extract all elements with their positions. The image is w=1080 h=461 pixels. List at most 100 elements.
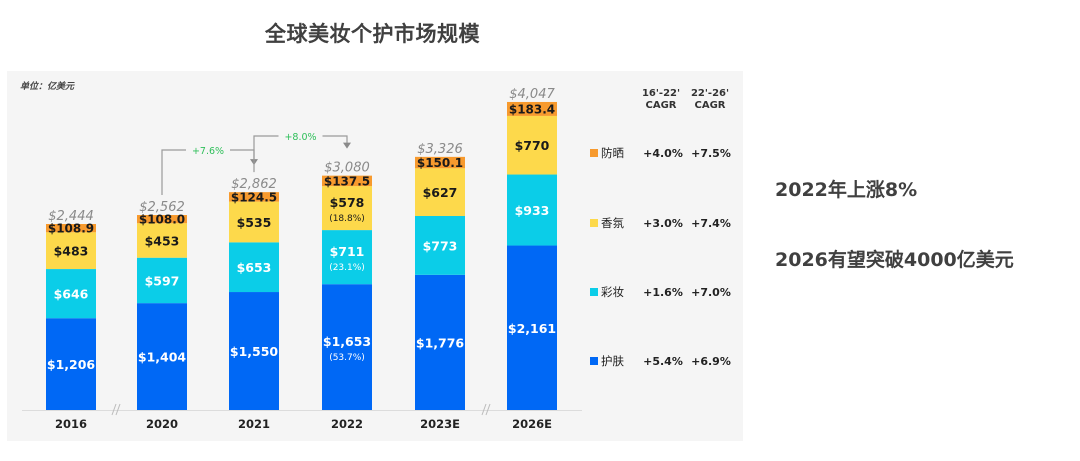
bar-segment-护肤	[507, 245, 557, 410]
axis-break-mark	[481, 403, 487, 416]
bar-value-label: $578	[330, 195, 365, 210]
cagr-header-16-22: 16'-22' CAGR	[636, 88, 686, 112]
bar-value-label: $108.9	[48, 222, 94, 236]
legend-swatch	[590, 219, 598, 227]
legend-item-skincare: 护肤 +5.4% +6.9%	[590, 353, 735, 369]
bar-share-label: (23.1%)	[329, 263, 365, 273]
bar-share-label: (18.8%)	[329, 214, 365, 224]
bar-segment-防晒	[322, 175, 372, 187]
bar-segment-香氛	[322, 186, 372, 231]
bar-value-label: $108.0	[139, 213, 185, 227]
bar-segment-防晒	[415, 156, 465, 169]
axis-break-mark	[115, 403, 121, 416]
bar-total-label: $3,326	[417, 142, 463, 157]
bar-segment-香氛	[229, 201, 279, 243]
chart-title: 全球美妆个护市场规模	[265, 22, 480, 46]
bar-total-label: $2,862	[231, 177, 277, 192]
bar-value-label: $627	[423, 185, 458, 200]
legend-item-makeup: 彩妆 +1.6% +7.0%	[590, 284, 735, 300]
legend-swatch	[590, 149, 598, 157]
bar-segment-护肤	[415, 274, 465, 410]
chart-panel	[7, 71, 743, 441]
bar-value-label: $1,550	[230, 344, 279, 359]
x-tick-label: 2022	[331, 417, 363, 431]
legend-swatch	[590, 288, 598, 296]
bar-segment-香氛	[137, 223, 187, 258]
bar-segment-彩妆	[46, 269, 96, 319]
bar-value-label: $2,161	[508, 321, 556, 336]
cagr-22-26-value: +7.4%	[691, 216, 731, 230]
side-note-2022-growth: 2022年上涨8%	[775, 179, 918, 201]
legend-label: 防晒	[601, 146, 624, 160]
bar-segment-护肤	[137, 303, 187, 410]
bar-segment-彩妆	[229, 242, 279, 293]
bar-value-label: $773	[423, 238, 458, 253]
bar-value-label: $1,776	[416, 335, 465, 350]
cagr-header-16-22-period: 16'-22'	[641, 88, 681, 99]
bar-value-label: $1,653	[323, 334, 371, 349]
bar-value-label: $124.5	[231, 190, 277, 204]
bar-value-label: $150.1	[417, 156, 463, 170]
legend-label: 香氛	[601, 216, 624, 230]
legend-label: 护肤	[601, 354, 624, 368]
bar-value-label: $183.4	[509, 102, 555, 116]
legend-swatch	[590, 357, 598, 365]
legend-item-fragrance: 香氛 +3.0% +7.4%	[590, 215, 735, 231]
bar-value-label: $483	[54, 244, 89, 259]
growth-bracket	[230, 149, 255, 161]
x-tick-label: 2026E	[512, 417, 552, 431]
legend-label: 彩妆	[601, 285, 624, 299]
bar-value-label: $535	[237, 215, 272, 230]
cagr-16-22-value: +4.0%	[643, 146, 683, 160]
cagr-header-22-26-label: CAGR	[694, 100, 726, 111]
cagr-16-22-value: +1.6%	[643, 285, 683, 299]
bar-value-label: $1,206	[47, 357, 96, 372]
bar-value-label: $933	[515, 203, 550, 218]
growth-bracket	[253, 135, 279, 173]
cagr-22-26-value: +7.0%	[691, 285, 731, 299]
bar-segment-护肤	[46, 318, 96, 410]
cagr-header-22-26: 22'-26' CAGR	[685, 88, 735, 112]
bar-segment-护肤	[322, 284, 372, 410]
bar-segment-防晒	[507, 101, 557, 116]
cagr-22-26-value: +7.5%	[691, 146, 731, 160]
x-tick-label: 2016	[55, 417, 87, 431]
bar-total-label: $3,080	[324, 161, 370, 176]
growth-arrow-icon	[343, 142, 351, 149]
bar-segment-彩妆	[415, 216, 465, 275]
cagr-16-22-value: +5.4%	[643, 354, 683, 368]
bar-segment-香氛	[46, 232, 96, 270]
cagr-22-26-value: +6.9%	[691, 354, 731, 368]
bar-segment-防晒	[229, 192, 279, 202]
bar-segment-防晒	[46, 224, 96, 233]
cagr-header-16-22-label: CAGR	[645, 100, 677, 111]
growth-rate-label: +8.0%	[284, 132, 316, 143]
growth-rate-label: +7.6%	[192, 146, 224, 157]
cagr-16-22-value: +3.0%	[643, 216, 683, 230]
bar-value-label: $453	[145, 233, 180, 248]
axis-break-mark	[111, 403, 117, 416]
bar-segment-彩妆	[322, 230, 372, 285]
bar-value-label: $137.5	[324, 174, 370, 188]
bar-share-label: (53.7%)	[329, 353, 365, 363]
bar-value-label: $711	[330, 244, 365, 259]
bar-total-label: $2,562	[139, 200, 185, 215]
bar-segment-香氛	[507, 115, 557, 175]
growth-bracket	[161, 149, 186, 196]
bar-segment-防晒	[137, 215, 187, 224]
bar-segment-彩妆	[137, 257, 187, 304]
side-note-2026-forecast: 2026有望突破4000亿美元	[775, 249, 1014, 271]
bar-value-label: $597	[145, 273, 180, 288]
bar-total-label: $4,047	[509, 87, 555, 102]
growth-bracket	[322, 135, 348, 144]
legend-item-sunscreen: 防晒 +4.0% +7.5%	[590, 145, 735, 161]
bar-value-label: $1,404	[138, 350, 187, 365]
axis-break-mark	[485, 403, 491, 416]
x-tick-label: 2023E	[420, 417, 460, 431]
bar-segment-彩妆	[507, 174, 557, 246]
bar-value-label: $653	[237, 260, 272, 275]
unit-label: 单位：亿美元	[20, 82, 75, 92]
x-tick-label: 2021	[238, 417, 270, 431]
bar-value-label: $770	[515, 138, 550, 153]
